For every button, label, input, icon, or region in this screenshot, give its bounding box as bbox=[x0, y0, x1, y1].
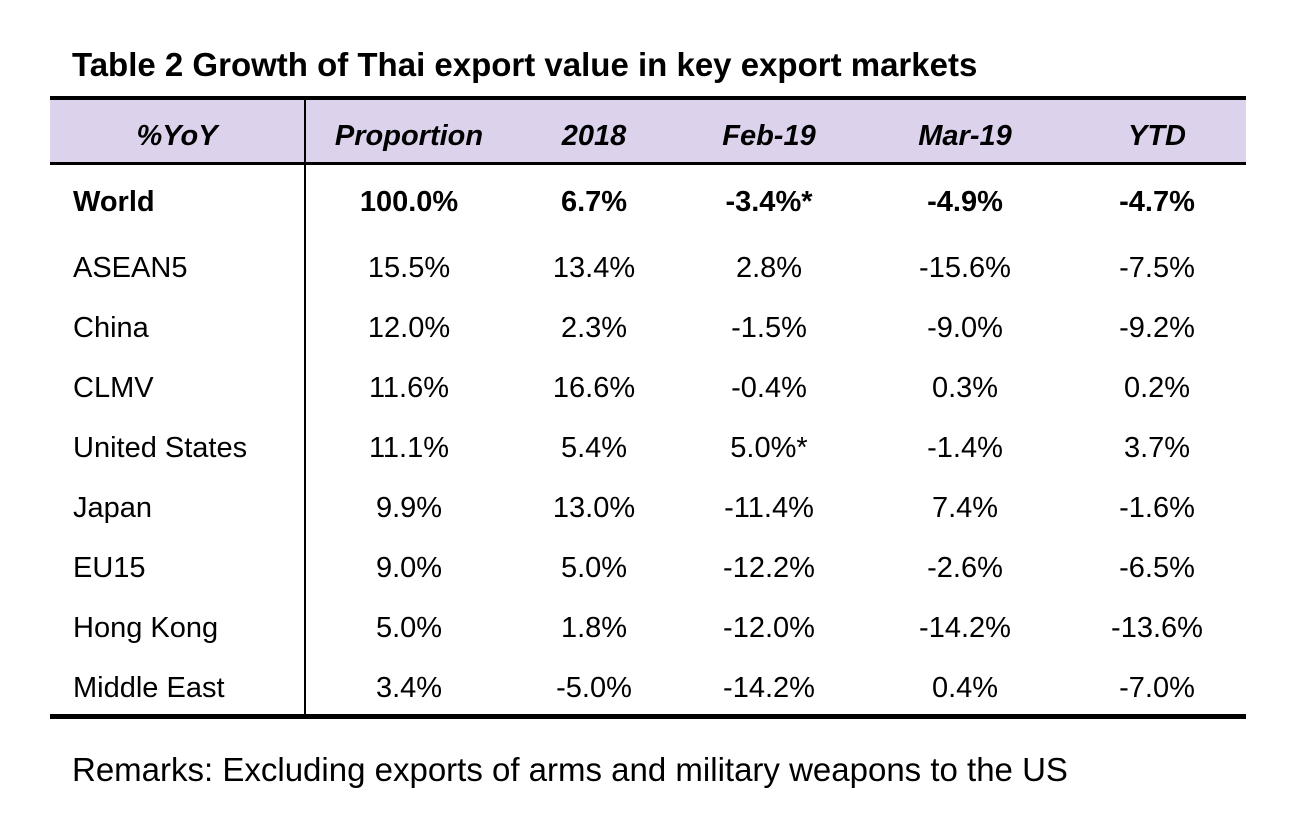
cell-feb-19: -11.4% bbox=[724, 492, 814, 524]
cell-ytd: -9.2% bbox=[1119, 312, 1195, 344]
cell-market: Hong Kong bbox=[73, 612, 219, 644]
cell-2018: 5.0% bbox=[560, 552, 628, 584]
cell-market: CLMV bbox=[73, 372, 154, 404]
cell-ytd: -13.6% bbox=[1111, 612, 1203, 644]
header-cell-2018: 2018 bbox=[561, 120, 627, 152]
cell-mar-19: -14.2% bbox=[919, 612, 1011, 644]
table-title: Table 2 Growth of Thai export value in k… bbox=[72, 46, 978, 83]
cell-proportion: 11.1% bbox=[368, 432, 450, 464]
table-header-row: %YoY Proportion 2018 Feb-19 Mar-19 YTD bbox=[50, 100, 1246, 162]
cell-mar-19: -2.6% bbox=[927, 552, 1003, 584]
cell-mar-19: 0.4% bbox=[931, 672, 999, 704]
table-top-rule bbox=[50, 96, 1246, 100]
cell-proportion: 12.0% bbox=[367, 312, 451, 344]
cell-2018: 5.4% bbox=[560, 432, 628, 464]
cell-ytd: 3.7% bbox=[1123, 432, 1191, 464]
cell-ytd: -7.0% bbox=[1119, 672, 1195, 704]
header-cell-ytd: YTD bbox=[1128, 120, 1186, 152]
cell-ytd: 0.2% bbox=[1123, 372, 1191, 404]
cell-feb-19: -12.2% bbox=[723, 552, 815, 584]
cell-mar-19: -15.6% bbox=[919, 252, 1011, 284]
cell-ytd: -6.5% bbox=[1119, 552, 1195, 584]
cell-feb-19: -3.4%* bbox=[725, 186, 813, 218]
cell-mar-19: 0.3% bbox=[931, 372, 999, 404]
cell-ytd: -1.6% bbox=[1119, 492, 1195, 524]
cell-ytd: -4.7% bbox=[1119, 186, 1195, 218]
cell-feb-19: -0.4% bbox=[731, 372, 807, 404]
cell-market: Japan bbox=[73, 492, 153, 524]
cell-proportion: 5.0% bbox=[375, 612, 443, 644]
remarks-note: Remarks: Excluding exports of arms and m… bbox=[72, 751, 1068, 788]
export-growth-table: %YoY Proportion 2018 Feb-19 Mar-19 YTD W… bbox=[50, 96, 1246, 720]
column-separator bbox=[304, 100, 306, 714]
cell-market: ASEAN5 bbox=[73, 252, 188, 284]
header-bottom-rule bbox=[50, 162, 1246, 165]
cell-feb-19: -1.5% bbox=[731, 312, 807, 344]
cell-2018: 1.8% bbox=[560, 612, 628, 644]
cell-proportion: 9.9% bbox=[375, 492, 443, 524]
cell-proportion: 3.4% bbox=[375, 672, 443, 704]
cell-2018: 13.0% bbox=[552, 492, 636, 524]
header-cell-mar-19: Mar-19 bbox=[918, 120, 1012, 152]
cell-proportion: 15.5% bbox=[367, 252, 451, 284]
cell-2018: -5.0% bbox=[556, 672, 632, 704]
cell-proportion: 11.6% bbox=[368, 372, 450, 404]
cell-mar-19: -1.4% bbox=[927, 432, 1003, 464]
cell-mar-19: 7.4% bbox=[931, 492, 999, 524]
cell-market: EU15 bbox=[73, 552, 146, 584]
cell-proportion: 9.0% bbox=[375, 552, 443, 584]
cell-feb-19: -14.2% bbox=[723, 672, 815, 704]
cell-mar-19: -9.0% bbox=[927, 312, 1003, 344]
cell-mar-19: -4.9% bbox=[927, 186, 1003, 218]
cell-market: China bbox=[73, 312, 149, 344]
cell-ytd: -7.5% bbox=[1119, 252, 1195, 284]
cell-2018: 16.6% bbox=[552, 372, 636, 404]
header-cell-feb-19: Feb-19 bbox=[722, 120, 816, 152]
cell-feb-19: 5.0%* bbox=[730, 432, 808, 464]
header-cell-yoy: %YoY bbox=[136, 120, 218, 152]
cell-feb-19: 2.8% bbox=[735, 252, 803, 284]
cell-2018: 13.4% bbox=[552, 252, 636, 284]
cell-market: Middle East bbox=[73, 672, 225, 704]
cell-proportion: 100.0% bbox=[359, 186, 459, 218]
cell-feb-19: -12.0% bbox=[723, 612, 815, 644]
table-bottom-rule bbox=[50, 714, 1246, 719]
cell-market: World bbox=[73, 186, 155, 218]
header-cell-proportion: Proportion bbox=[334, 120, 484, 152]
cell-2018: 2.3% bbox=[560, 312, 628, 344]
cell-2018: 6.7% bbox=[560, 186, 628, 218]
cell-market: United States bbox=[73, 432, 248, 464]
